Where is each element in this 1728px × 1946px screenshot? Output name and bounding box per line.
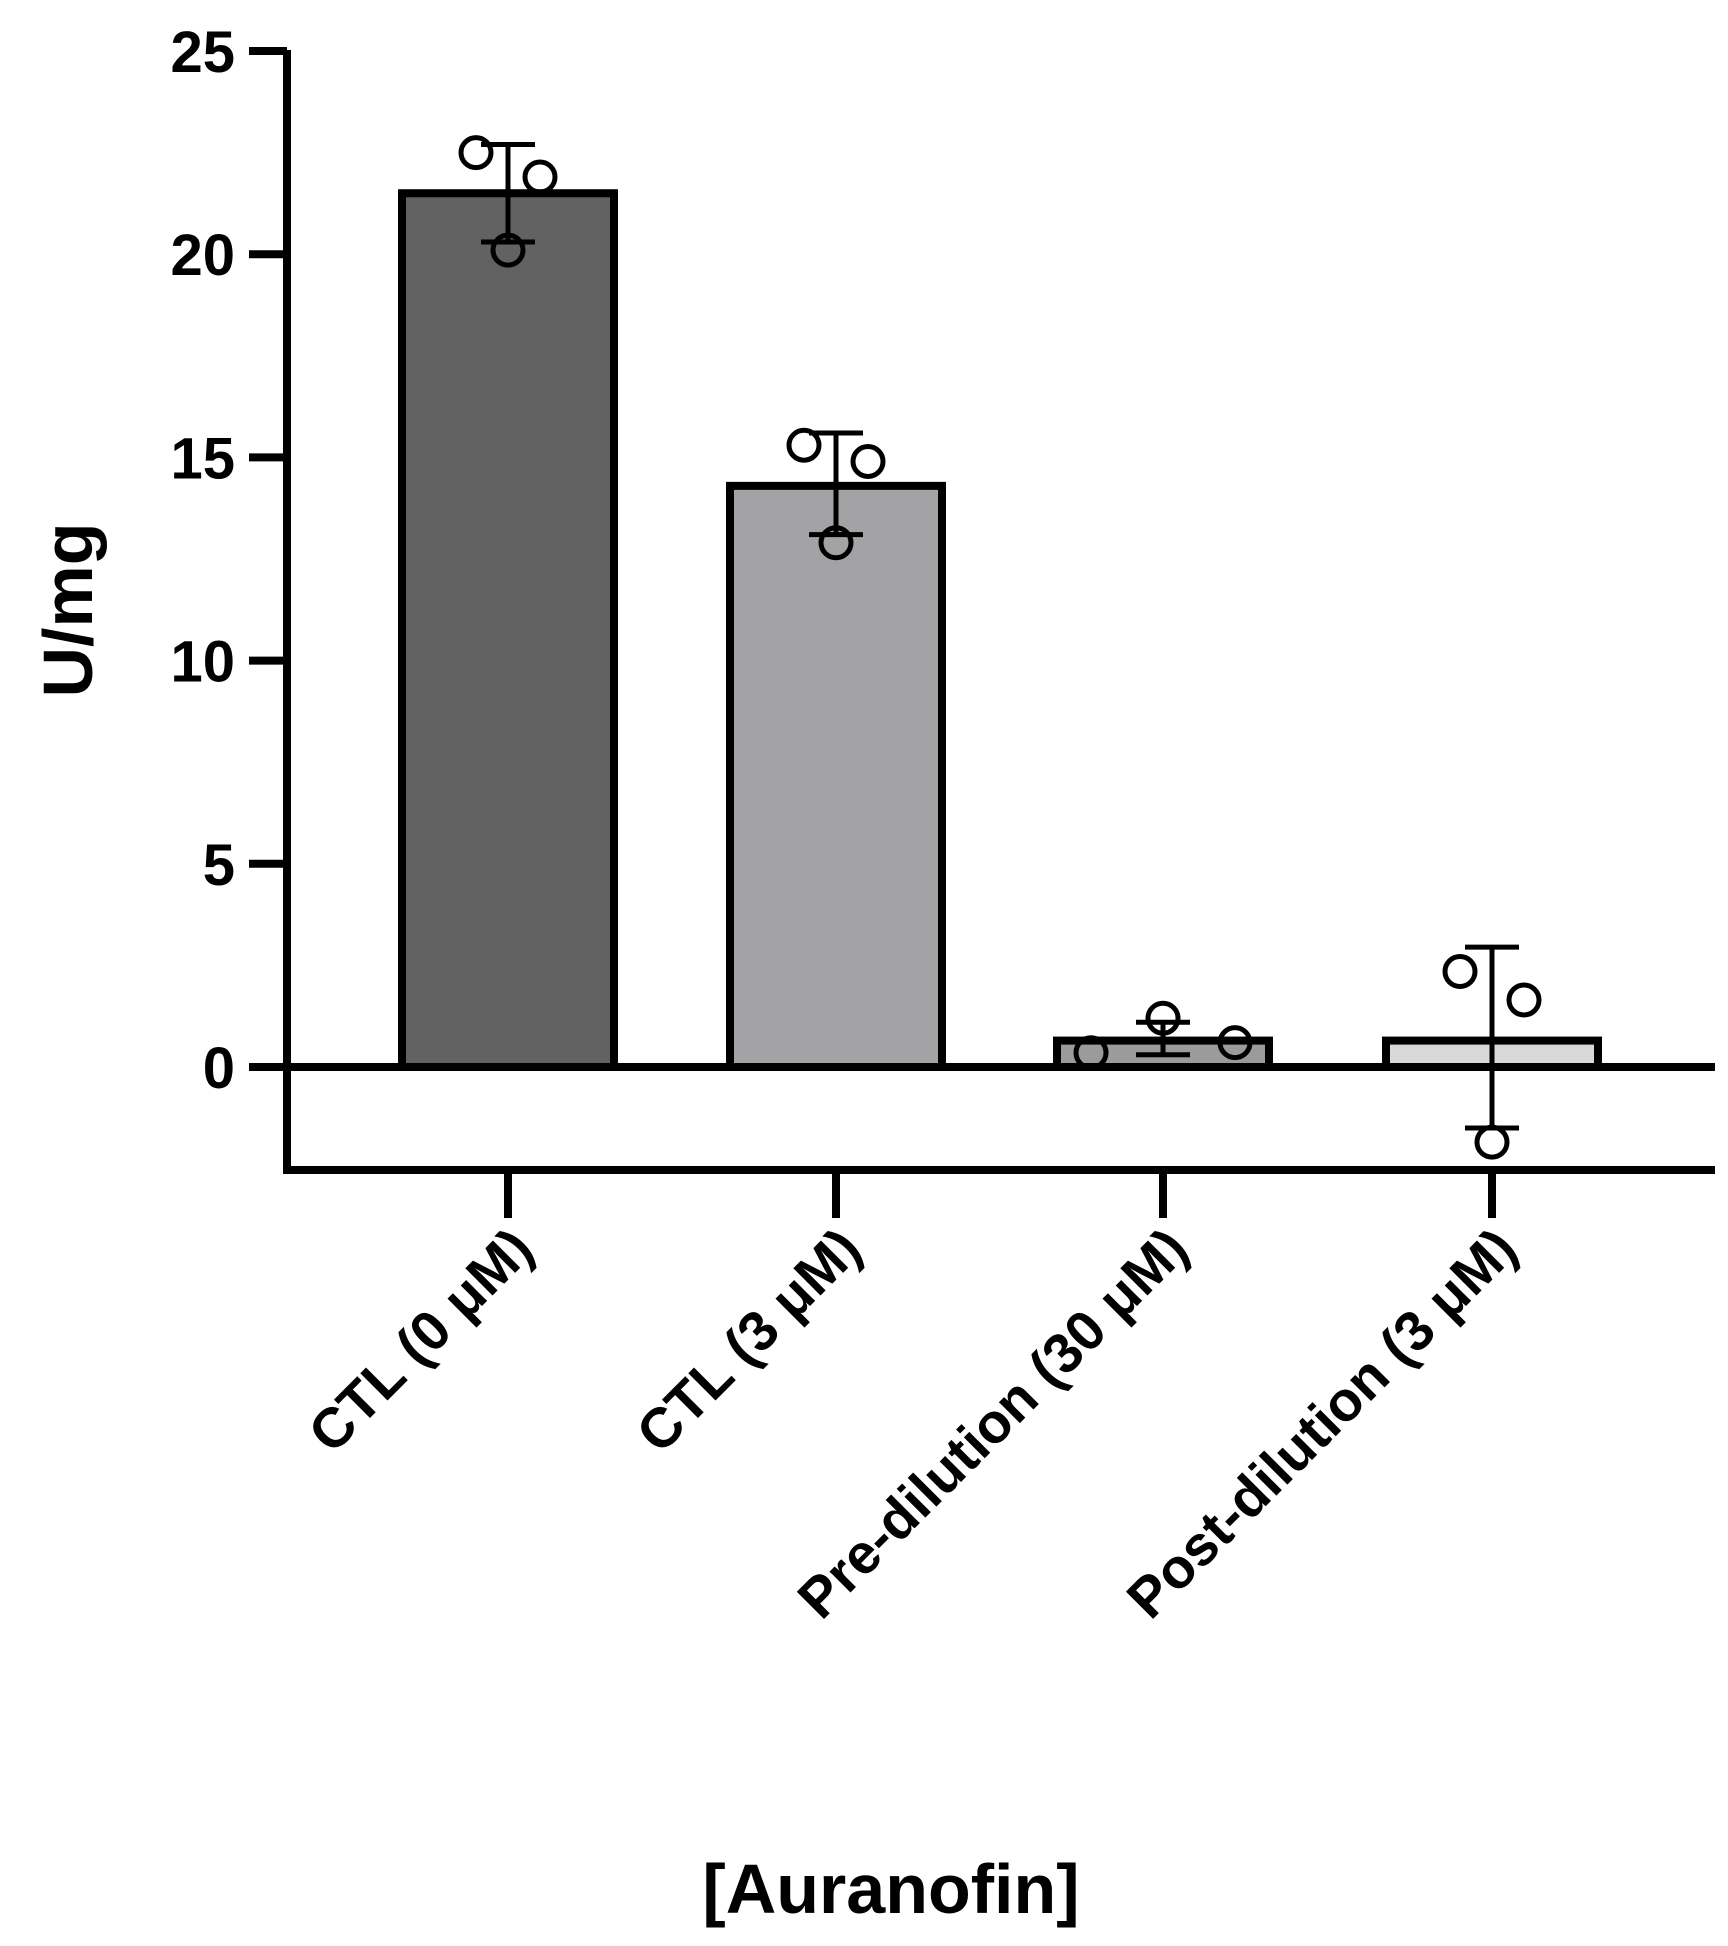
- y-tick-label: 0: [203, 1036, 235, 1101]
- data-point: [522, 159, 558, 195]
- data-point: [850, 443, 886, 479]
- error-bars: [481, 141, 1519, 1131]
- y-tick-label: 25: [170, 20, 235, 85]
- y-tick-label: 20: [170, 223, 235, 288]
- data-point: [1217, 1025, 1253, 1061]
- data-point: [786, 427, 822, 463]
- bar: [398, 189, 618, 1072]
- x-tick-label: CTL (3 μM): [624, 1216, 872, 1464]
- y-tick-label: 15: [170, 426, 235, 491]
- data-point: [490, 232, 526, 268]
- y-axis-title: U/mg: [29, 523, 107, 698]
- x-axis: CTL (0 μM) CTL (3 μM)Pre-dilution (30 μM)…: [283, 1063, 1715, 1630]
- y-tick-label: 10: [170, 630, 235, 695]
- y-axis: 0 5 10 15 20 25: [170, 20, 291, 1170]
- data-point: [1145, 1000, 1181, 1036]
- bar: [726, 481, 946, 1071]
- bars: [398, 189, 1602, 1072]
- x-tick-label: CTL (0 μM): [296, 1216, 544, 1464]
- data-point: [1506, 982, 1542, 1018]
- data-point: [1474, 1124, 1510, 1160]
- data-point: [818, 525, 854, 561]
- data-points: [458, 135, 1542, 1160]
- data-point: [458, 135, 494, 171]
- y-tick-label: 5: [203, 833, 235, 898]
- data-point: [1442, 953, 1478, 989]
- x-axis-title: [Auranofin]: [702, 1850, 1079, 1928]
